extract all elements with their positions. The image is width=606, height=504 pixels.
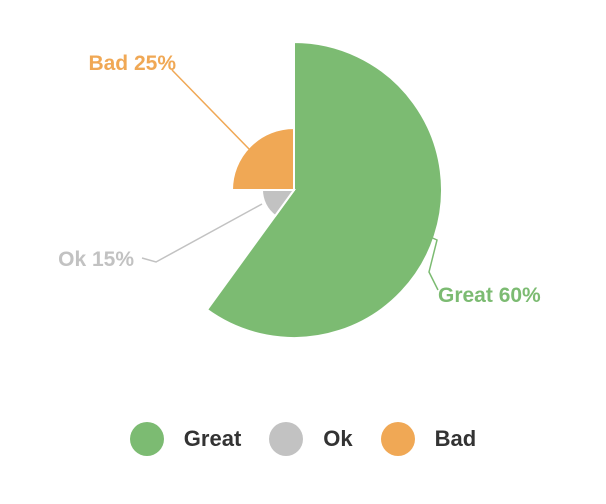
legend-swatch-bad bbox=[380, 422, 415, 456]
slice-label-ok: Ok 15% bbox=[58, 248, 134, 271]
pie-slice-great[interactable] bbox=[205, 40, 443, 339]
legend-item-ok[interactable]: Ok bbox=[269, 422, 353, 456]
legend-item-bad[interactable]: Bad bbox=[380, 422, 477, 456]
slice-label-bad: Bad 25% bbox=[88, 52, 176, 75]
pie-slice-bad[interactable] bbox=[230, 126, 295, 191]
legend-item-great[interactable]: Great bbox=[129, 422, 242, 456]
slice-label-great: Great 60% bbox=[438, 284, 541, 307]
legend-swatch-great bbox=[129, 422, 164, 456]
legend: Great Ok Bad bbox=[0, 422, 606, 456]
leader-line-ok bbox=[141, 203, 263, 263]
legend-label-ok: Ok bbox=[323, 426, 353, 451]
legend-swatch-ok bbox=[269, 422, 304, 456]
leader-line-bad bbox=[171, 69, 251, 151]
leader-line-great bbox=[427, 235, 439, 291]
legend-label-great: Great bbox=[183, 426, 242, 451]
legend-label-bad: Bad bbox=[434, 426, 477, 451]
